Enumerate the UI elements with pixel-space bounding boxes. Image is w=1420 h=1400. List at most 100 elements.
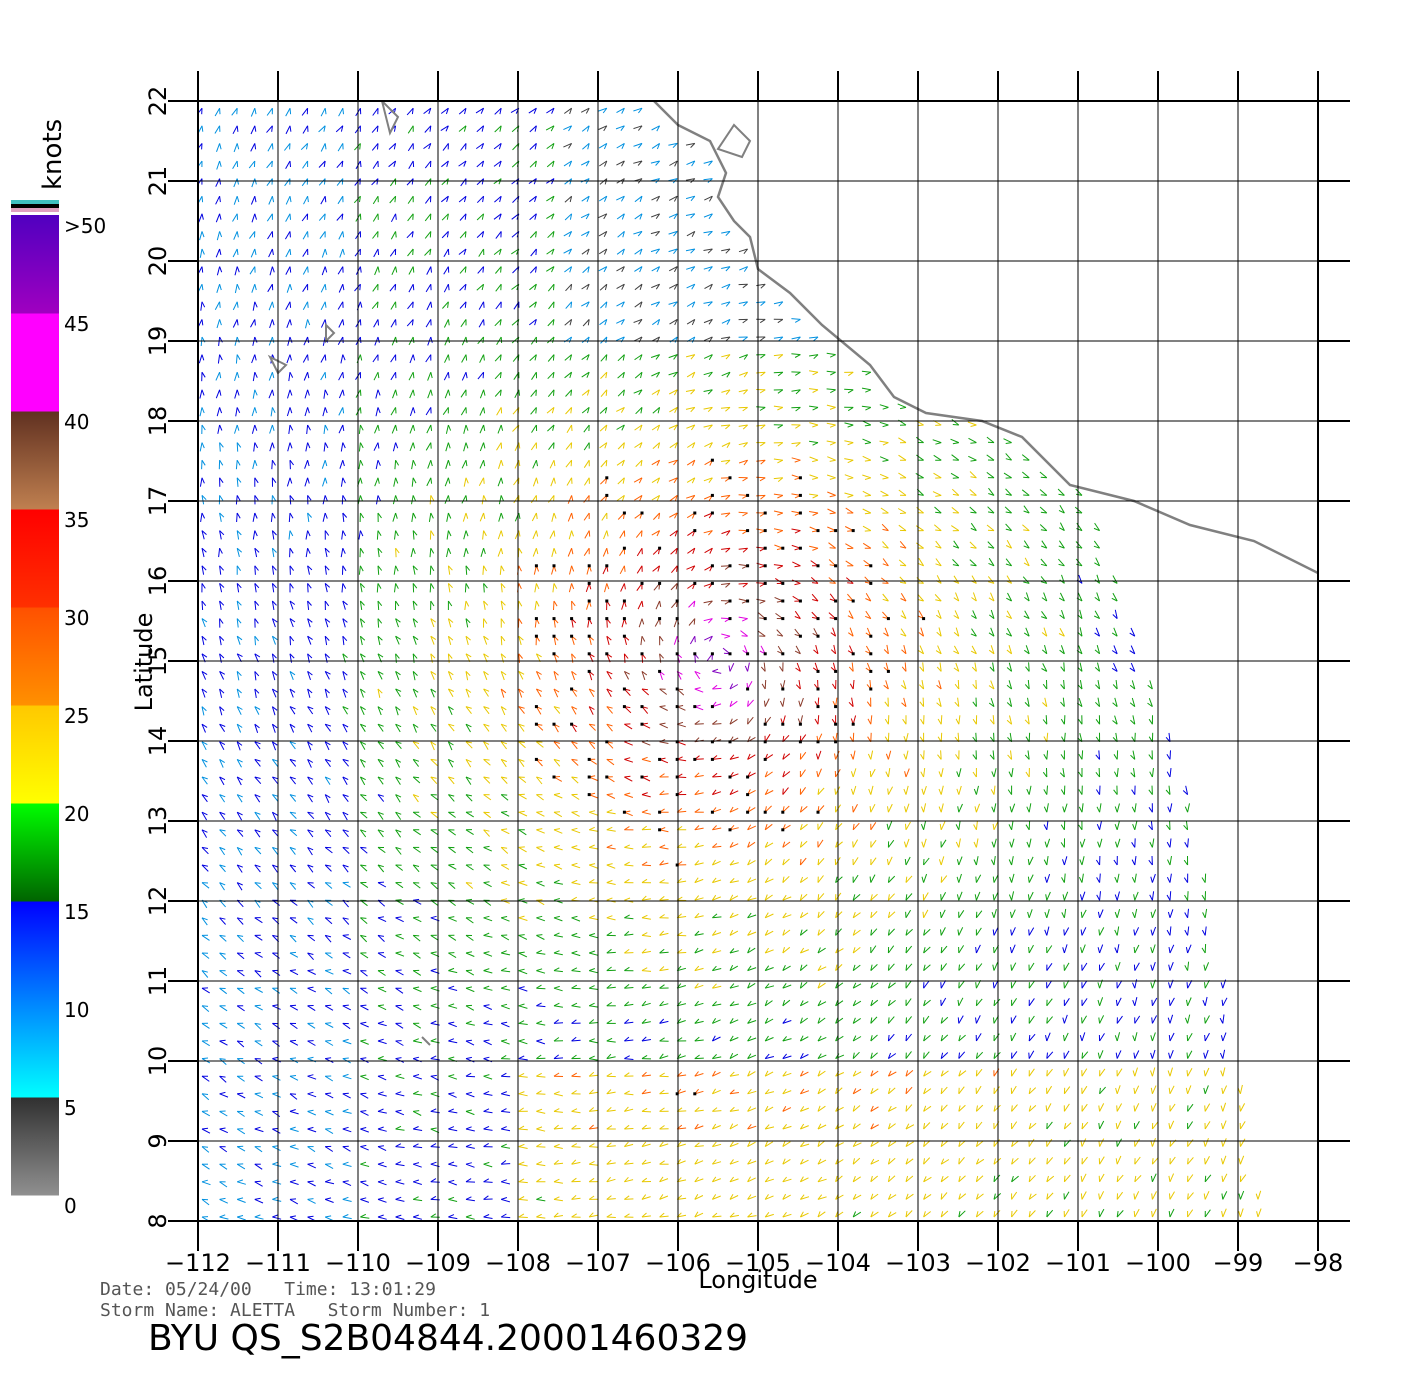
wind-vector	[271, 759, 279, 767]
wind-vector-barb	[709, 547, 713, 554]
wind-vector-barb	[1006, 667, 1012, 672]
wind-vector	[704, 547, 713, 554]
wind-vector	[1046, 820, 1049, 830]
wind-vector-barb	[518, 583, 522, 590]
wind-vector-barb	[1076, 493, 1083, 496]
wind-vector-barb	[887, 788, 889, 795]
wind-vector	[923, 1015, 930, 1024]
wind-vector-barb	[988, 649, 995, 655]
wind-vector-barb	[324, 600, 330, 607]
wind-vector	[1094, 610, 1101, 619]
wind-vector	[412, 811, 421, 818]
wind-vector-barb	[606, 931, 613, 936]
wind-vector	[677, 1197, 687, 1200]
wind-vector	[1028, 785, 1032, 795]
wind-vector-barb	[887, 806, 889, 813]
wind-vector	[958, 1034, 966, 1042]
wind-vector	[201, 1093, 210, 1101]
wind-vector	[289, 1093, 298, 1100]
wind-vector-barb	[606, 635, 612, 641]
wind-vector	[553, 741, 561, 750]
wind-vector	[254, 759, 261, 767]
wind-vector-barb	[782, 1018, 787, 1024]
wind-vector	[272, 1110, 281, 1118]
wind-vector	[393, 565, 397, 575]
wind-vector-barb	[1093, 615, 1100, 620]
wind-vector-barb	[1010, 929, 1013, 936]
wind-vector-barb	[553, 688, 560, 693]
wind-vector-barb	[254, 723, 260, 729]
wind-vector-barb	[1168, 982, 1171, 989]
wind-vector-barb	[729, 948, 735, 954]
wind-vector	[938, 680, 942, 690]
wind-vector	[1151, 997, 1158, 1007]
wind-vector	[905, 1051, 912, 1059]
wind-vector	[395, 970, 404, 976]
wind-vector	[219, 1022, 228, 1029]
wind-vector	[429, 495, 432, 505]
wind-vector-barb	[1182, 790, 1188, 795]
wind-vector-barb	[988, 562, 995, 567]
wind-vector	[729, 843, 739, 848]
rain-flag-marker	[763, 757, 767, 761]
rain-flag-marker	[640, 652, 644, 656]
wind-vector	[1097, 680, 1101, 690]
wind-vector-barb	[817, 788, 820, 795]
wind-vector-barb	[1166, 754, 1171, 760]
wind-vector-barb	[905, 1070, 909, 1077]
wind-vector-barb	[518, 1003, 525, 1007]
wind-vector-barb	[799, 894, 803, 901]
wind-vector-barb	[1095, 701, 1100, 707]
wind-vector-barb	[936, 666, 942, 672]
wind-vector	[553, 934, 563, 938]
wind-vector	[307, 706, 314, 715]
wind-vector-barb	[1129, 684, 1136, 690]
wind-vector-barb	[711, 894, 717, 901]
wind-vector	[500, 688, 505, 698]
wind-vector	[641, 1091, 651, 1095]
wind-vector-barb	[815, 753, 819, 760]
wind-vector-barb	[1010, 964, 1013, 971]
wind-vector	[1112, 575, 1118, 584]
wind-vector-barb	[571, 741, 578, 744]
wind-vector	[501, 882, 510, 886]
wind-vector-barb	[236, 477, 242, 483]
wind-vector	[1077, 592, 1083, 602]
wind-vector	[1028, 874, 1034, 883]
wind-vector-barb	[571, 1108, 578, 1112]
wind-vector-barb	[501, 776, 508, 779]
wind-vector-barb	[588, 1143, 595, 1148]
wind-vector-barb	[536, 1177, 542, 1183]
wind-vector-barb	[272, 1161, 279, 1165]
wind-vector-barb	[465, 1196, 472, 1200]
wind-vector	[721, 582, 731, 585]
wind-vector	[448, 1093, 457, 1098]
wind-vector	[518, 794, 527, 800]
wind-vector-barb	[254, 952, 261, 954]
wind-vector-barb	[917, 562, 924, 567]
wind-vector	[448, 864, 457, 870]
wind-vector	[669, 494, 678, 502]
wind-vector	[571, 1197, 581, 1200]
wind-vector	[764, 771, 773, 778]
wind-vector-barb	[360, 1213, 367, 1218]
wind-vector-barb	[377, 916, 384, 919]
wind-vector	[571, 1146, 581, 1148]
wind-vector-barb	[760, 666, 766, 672]
wind-vector	[1099, 1050, 1104, 1059]
wind-vector	[905, 998, 912, 1007]
rain-flag-marker	[587, 599, 591, 603]
legend-label: 20	[64, 802, 89, 826]
wind-vector	[641, 934, 651, 937]
wind-vector-barb	[272, 1127, 279, 1130]
wind-vector	[782, 1158, 791, 1165]
wind-vector	[272, 829, 279, 837]
wind-vector-barb	[201, 1005, 209, 1007]
wind-vector	[686, 494, 695, 499]
wind-vector-barb	[1046, 1052, 1048, 1059]
wind-vector	[446, 530, 449, 540]
wind-vector-barb	[1005, 528, 1012, 532]
wind-vector	[501, 1005, 510, 1010]
wind-vector	[747, 1054, 757, 1060]
wind-vector	[589, 1022, 599, 1024]
